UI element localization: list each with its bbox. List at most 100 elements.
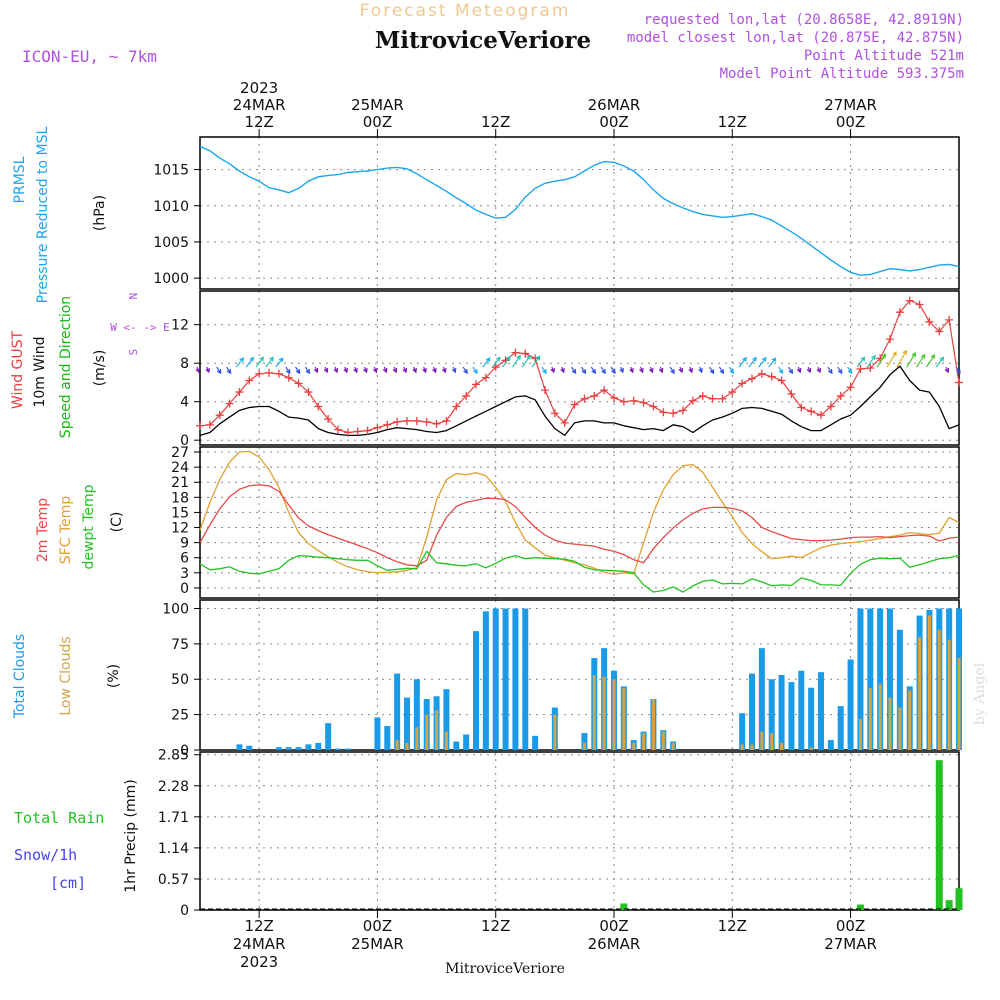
total-cloud-bar	[818, 672, 824, 750]
wind-arrow-head	[560, 367, 565, 374]
pressure-tick-label: 1010	[153, 199, 189, 215]
temp-tick-label: 24	[171, 460, 189, 476]
gust-marker	[590, 391, 599, 400]
low-cloud-bar	[553, 714, 557, 750]
rain-bar	[620, 903, 628, 910]
wind-arrow-head	[353, 367, 358, 374]
wind-arrow-head	[939, 356, 945, 362]
gust-marker	[215, 411, 224, 420]
total-cloud-bar	[778, 675, 785, 750]
wind-arrow-head	[441, 367, 447, 374]
total-cloud-bar	[394, 673, 401, 750]
wind-arrow-head	[742, 356, 747, 362]
wind-arrow-head	[761, 356, 767, 362]
cloud-tick-label: 25	[171, 708, 189, 724]
snow-unit-label: [cm]	[50, 874, 86, 892]
low-cloud-bar	[444, 731, 448, 750]
wind-label: 10m Wind	[32, 336, 48, 407]
wind-arrow	[482, 357, 491, 368]
wind-arrow	[235, 357, 244, 368]
low-cloud-bar	[770, 733, 774, 750]
low-cloud-bar	[868, 687, 872, 750]
temp-unit: (C)	[109, 512, 125, 533]
wind-arrow-head	[611, 369, 616, 375]
gust-marker	[255, 369, 264, 378]
total-cloud-bar	[275, 747, 282, 750]
total-cloud-bar	[847, 659, 854, 750]
wind-arrow-head	[752, 356, 757, 362]
wind-arrow-head	[639, 367, 644, 374]
gust-label: Wind GUST	[10, 330, 26, 409]
wind-tick-label: 0	[180, 433, 189, 449]
wind-arrow-head	[806, 367, 812, 374]
dewpt-line	[199, 550, 960, 593]
gust-marker	[373, 423, 382, 432]
wind-arrow	[906, 352, 916, 368]
total-rain-label: Total Rain	[14, 809, 104, 827]
cloud-tick-label: 100	[162, 601, 189, 617]
wind-arrow-head	[535, 355, 541, 361]
gust-marker	[511, 348, 520, 357]
total-cloud-bar	[344, 748, 351, 750]
gust-marker	[777, 376, 786, 385]
precip-tick-label: 2.85	[158, 748, 189, 764]
wind-arrow-head	[816, 367, 822, 374]
precip-tick-label: 0	[180, 903, 189, 919]
wind-arrow-head	[719, 369, 725, 375]
low-cloud-bar	[651, 699, 655, 750]
wind-arrow-head	[382, 367, 388, 374]
total-cloud-bar	[374, 717, 381, 750]
gust-marker	[314, 402, 323, 411]
total-cloud-bar	[739, 713, 746, 750]
low-cloud-bar	[425, 714, 429, 750]
total-cloud-bar	[798, 670, 805, 750]
wind-arrow-head	[463, 369, 468, 375]
bottom-time-label: 12Z	[718, 917, 747, 935]
credit-watermark: by Angel	[972, 662, 988, 725]
total-cloud-bar	[768, 679, 775, 750]
total-clouds-label: Total Clouds	[12, 634, 28, 719]
low-cloud-bar	[592, 675, 596, 750]
total-cloud-bar	[305, 744, 312, 750]
wind-arrow-head	[881, 353, 887, 359]
pressure-line	[199, 145, 960, 276]
total-cloud-bar	[453, 741, 460, 750]
wind-arrow-head	[259, 356, 264, 362]
gust-marker	[481, 373, 490, 382]
cloud-panel-frame	[199, 599, 960, 751]
low-cloud-bar	[888, 697, 892, 750]
bottom-caption: MitroviceVeriore	[445, 961, 565, 977]
total-cloud-bar	[522, 608, 529, 750]
wind-arrow-head	[506, 355, 511, 361]
wind-arrow	[768, 357, 776, 368]
wind-arrow-head	[195, 367, 201, 374]
wind-arrow	[502, 356, 511, 368]
wind-arrow-head	[629, 367, 634, 374]
wind-arrow-head	[571, 369, 577, 375]
wind-arrow-head	[516, 354, 521, 360]
temp-tick-label: 0	[180, 581, 189, 597]
top-time-label: 26MAR	[588, 96, 641, 114]
temp-tick-label: 9	[180, 536, 189, 552]
snow-label: Snow/1h	[14, 846, 77, 864]
gust-marker	[856, 364, 865, 373]
top-time-label: 2023	[240, 79, 278, 97]
bottom-time-label: 00Z	[836, 917, 865, 935]
gust-marker	[353, 427, 362, 436]
gust-marker	[205, 420, 214, 429]
wind-arrow	[758, 357, 767, 368]
gust-marker	[659, 408, 668, 417]
low-cloud-bar	[661, 731, 665, 750]
wind-arrow-head	[956, 369, 961, 375]
total-cloud-bar	[877, 608, 884, 750]
bottom-time-label: 12Z	[244, 917, 273, 935]
total-cloud-bar	[443, 689, 450, 750]
wind-arrow	[856, 357, 866, 368]
gust-marker	[610, 393, 618, 402]
wind-speed-line	[199, 365, 960, 437]
wind-tick-label: 12	[171, 318, 189, 334]
low-cloud-bar	[632, 742, 636, 750]
wind-arrow-head	[323, 367, 329, 374]
gust-marker	[797, 403, 806, 412]
wind-arrow-head	[542, 369, 547, 375]
